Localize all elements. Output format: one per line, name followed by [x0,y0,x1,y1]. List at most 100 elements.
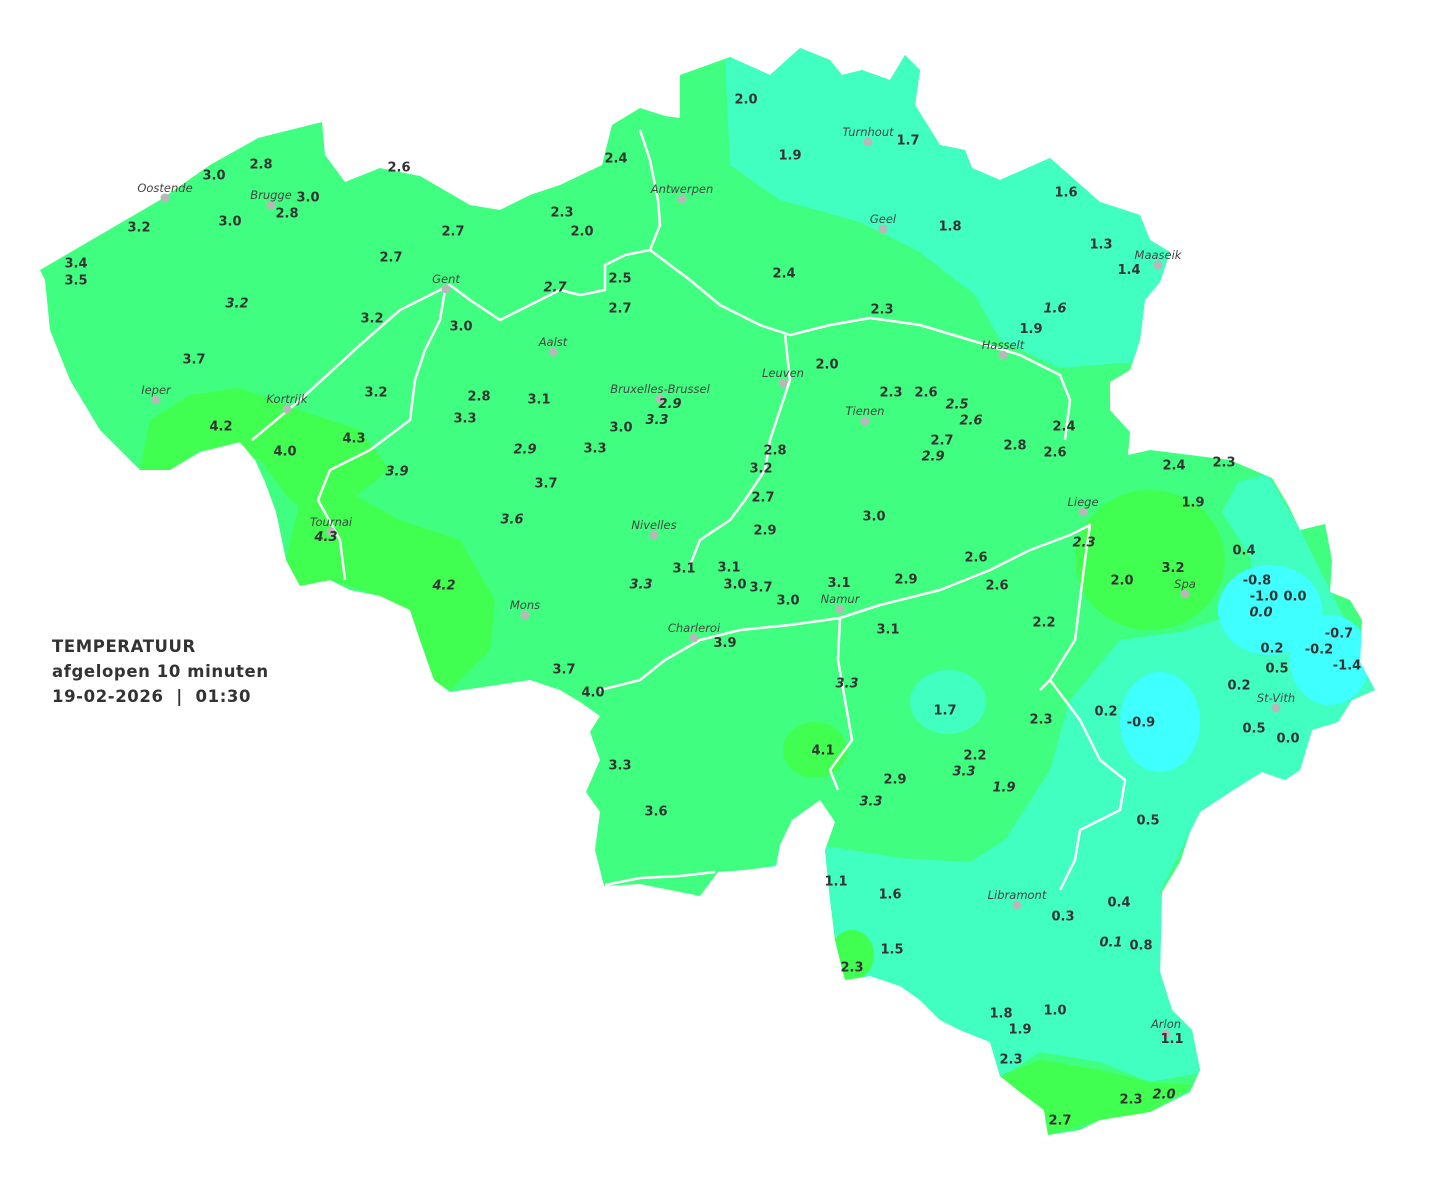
river-line [828,617,854,791]
station-value: 3.0 [449,320,472,335]
station-value: 2.4 [1162,459,1185,474]
city-label: St-Vith [1257,691,1295,705]
city-label: Tournai [310,515,353,529]
station-value: 1.9 [1019,322,1042,337]
city-label: Mons [510,598,540,612]
station-value: 3.5 [64,274,87,289]
city-dot [282,404,292,414]
river-line [251,129,662,441]
station-value: 0.8 [1129,939,1152,954]
station-value: 1.8 [938,220,961,235]
city-dot [266,200,276,210]
city-oostende: Oostende [137,181,193,203]
station-value: 4.2 [209,420,232,435]
station-value: 2.7 [608,302,631,317]
city-label: Brugge [250,188,292,202]
station-value: 3.7 [182,353,205,368]
station-value: 2.3 [1119,1093,1142,1108]
city-dot [326,527,336,537]
station-value: 0.1 [1099,936,1122,951]
city-dot [151,395,161,405]
station-value: 2.5 [608,272,631,287]
station-value: 2.9 [753,524,776,539]
legend-title: TEMPERATUUR [52,637,196,656]
station-value: -0.2 [1305,643,1333,658]
river-line [1049,679,1127,891]
station-value: 3.0 [202,169,225,184]
city-brugge: Brugge [250,188,292,210]
station-value: 2.6 [914,386,937,401]
city-dot [548,347,558,357]
city-charleroi: Charleroi [668,621,721,643]
city-dot [860,416,870,426]
legend-subtitle: afgelopen 10 minuten [52,662,269,681]
station-value: 3.3 [583,442,606,457]
station-value: 1.4 [1117,263,1140,278]
city-dot [1161,1029,1171,1039]
city-mons: Mons [510,598,540,620]
station-value: 3.7 [749,581,772,596]
station-value: 2.3 [1029,713,1052,728]
city-antwerpen: Antwerpen [650,182,713,204]
city-dot [520,610,530,620]
city-label: Geel [870,212,897,226]
station-value: 3.6 [500,513,523,528]
city-dot [778,378,788,388]
city-bruxelles-brussel: Bruxelles-Brussel [610,382,711,404]
station-value: 3.1 [876,623,899,638]
station-value: 1.7 [896,134,919,149]
station-value: 3.3 [629,578,652,593]
station-value: 3.1 [527,393,550,408]
station-value: 0.4 [1107,896,1130,911]
city-label: Spa [1174,577,1196,591]
city-tournai: Tournai [310,515,353,537]
station-value: 2.6 [959,414,982,429]
city-namur: Namur [821,592,861,614]
station-value: 2.6 [387,161,410,176]
teal-zone-north [725,48,1175,368]
station-value: 2.9 [921,450,944,465]
city-dot [160,193,170,203]
station-value: 3.0 [776,594,799,609]
station-value: 3.3 [952,765,975,780]
station-value: 3.2 [364,386,387,401]
river-line [688,334,792,566]
city-label: Oostende [137,181,192,195]
station-value: -0.9 [1127,716,1155,731]
station-value: 2.2 [1032,616,1055,631]
station-value: 3.0 [723,578,746,593]
station-value: 3.1 [717,561,740,576]
temperature-zones [140,48,1375,1135]
station-value: 3.2 [1161,561,1184,576]
cyan-zone-stvith [1120,672,1200,772]
city-kortrijk: Kortrijk [266,392,309,414]
station-value: 2.3 [879,386,902,401]
city-label: Leuven [762,366,804,380]
city-label: Hasselt [982,338,1025,352]
river-line [649,249,1072,441]
station-value: 2.3 [550,206,573,221]
city-hasselt: Hasselt [982,338,1025,360]
station-value: 2.9 [894,573,917,588]
station-value: 3.1 [827,576,850,591]
station-value: 2.9 [883,773,906,788]
station-value: 1.6 [1054,186,1077,201]
city-label: Gent [432,272,460,286]
station-value: 2.0 [815,358,838,373]
station-value: 2.7 [543,281,567,296]
station-value: 3.2 [749,462,772,477]
station-value: 2.7 [379,251,402,266]
station-value: 3.9 [385,465,408,480]
station-value: 3.0 [862,510,885,525]
city-turnhout: Turnhout [842,125,894,147]
city-label: Liege [1067,495,1098,509]
station-value: 2.4 [1052,420,1075,435]
station-value: 1.9 [778,149,801,164]
city-ieper: Ieper [141,383,172,405]
city-dot [1012,900,1022,910]
station-value: 0.5 [1265,662,1288,677]
warm-zone-4-1 [783,722,847,778]
legend-datetime: 19-02-2026 | 01:30 [52,687,252,706]
city-label: Kortrijk [266,392,309,406]
station-value: 2.8 [275,207,298,222]
